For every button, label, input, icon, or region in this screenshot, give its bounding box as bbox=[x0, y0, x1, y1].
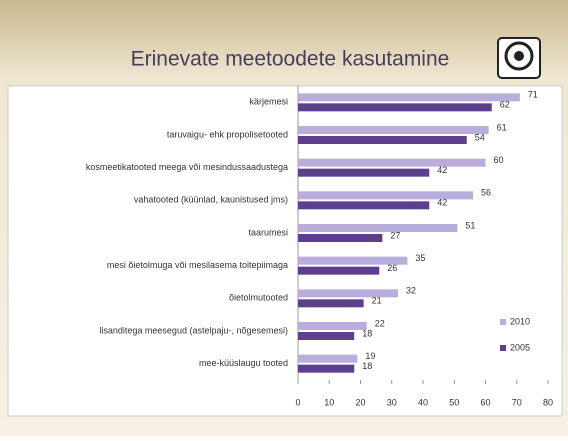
x-tick-label: 60 bbox=[480, 397, 490, 407]
y-tick-label: mesi õietolmuga või mesilasema toitepiim… bbox=[107, 260, 288, 270]
legend-swatch bbox=[500, 319, 506, 325]
legend-label: 2005 bbox=[510, 342, 530, 352]
data-label: 26 bbox=[387, 263, 397, 273]
legend-swatch bbox=[500, 345, 506, 351]
chart-area bbox=[7, 85, 563, 417]
y-tick-label: taarumesi bbox=[248, 227, 288, 237]
data-label: 60 bbox=[494, 155, 504, 165]
bar bbox=[298, 289, 398, 298]
data-label: 71 bbox=[528, 90, 538, 100]
data-label: 22 bbox=[375, 318, 385, 328]
y-tick-label: taruvaigu- ehk propolisetooted bbox=[167, 129, 288, 139]
y-tick-label: kosmeetikatooted meega või mesindussaadu… bbox=[86, 162, 288, 172]
bar bbox=[298, 322, 367, 330]
bar bbox=[298, 354, 358, 363]
legend-label: 2010 bbox=[510, 316, 530, 326]
data-label: 21 bbox=[372, 296, 382, 306]
y-tick-label: kärjemesi bbox=[249, 97, 288, 107]
x-tick-label: 80 bbox=[543, 397, 553, 407]
x-tick-label: 0 bbox=[295, 397, 300, 407]
bar bbox=[298, 191, 473, 200]
x-tick-label: 70 bbox=[512, 397, 522, 407]
data-label: 18 bbox=[362, 361, 372, 371]
bar bbox=[298, 364, 355, 373]
bar bbox=[298, 93, 520, 102]
data-label: 42 bbox=[437, 198, 447, 208]
data-label: 61 bbox=[497, 122, 507, 132]
data-label: 19 bbox=[365, 351, 375, 361]
chart-title: Erinevate meetoodete kasutamine bbox=[131, 48, 450, 71]
data-label: 27 bbox=[390, 230, 400, 240]
logo bbox=[497, 37, 541, 79]
bar bbox=[298, 136, 467, 144]
x-tick-label: 30 bbox=[387, 397, 397, 407]
x-tick-label: 10 bbox=[324, 397, 334, 407]
bar bbox=[298, 234, 383, 242]
data-label: 54 bbox=[475, 132, 485, 142]
bar bbox=[298, 168, 430, 177]
bar bbox=[298, 201, 430, 210]
bar bbox=[298, 299, 364, 308]
x-tick-label: 20 bbox=[355, 397, 365, 407]
bar bbox=[298, 126, 489, 134]
data-label: 56 bbox=[481, 188, 491, 198]
bar bbox=[298, 266, 380, 275]
data-label: 51 bbox=[465, 220, 475, 230]
bar bbox=[298, 158, 486, 167]
data-label: 32 bbox=[406, 286, 416, 296]
data-label: 42 bbox=[437, 165, 447, 175]
y-tick-label: vahatooted (küünlad, kaunistused jms) bbox=[134, 195, 288, 205]
data-label: 35 bbox=[415, 253, 425, 263]
y-tick-label: õietolmutooted bbox=[229, 293, 288, 303]
bar bbox=[298, 224, 458, 232]
data-label: 18 bbox=[362, 328, 372, 338]
data-label: 62 bbox=[500, 100, 510, 110]
bar bbox=[298, 332, 355, 340]
x-tick-label: 50 bbox=[449, 397, 459, 407]
bar bbox=[298, 103, 492, 112]
bar bbox=[298, 256, 408, 265]
y-tick-label: lisanditega meesegud (astelpaju-, nõgese… bbox=[99, 325, 288, 335]
y-tick-label: mee-küüslaugu tooted bbox=[199, 358, 288, 368]
x-tick-label: 40 bbox=[418, 397, 428, 407]
